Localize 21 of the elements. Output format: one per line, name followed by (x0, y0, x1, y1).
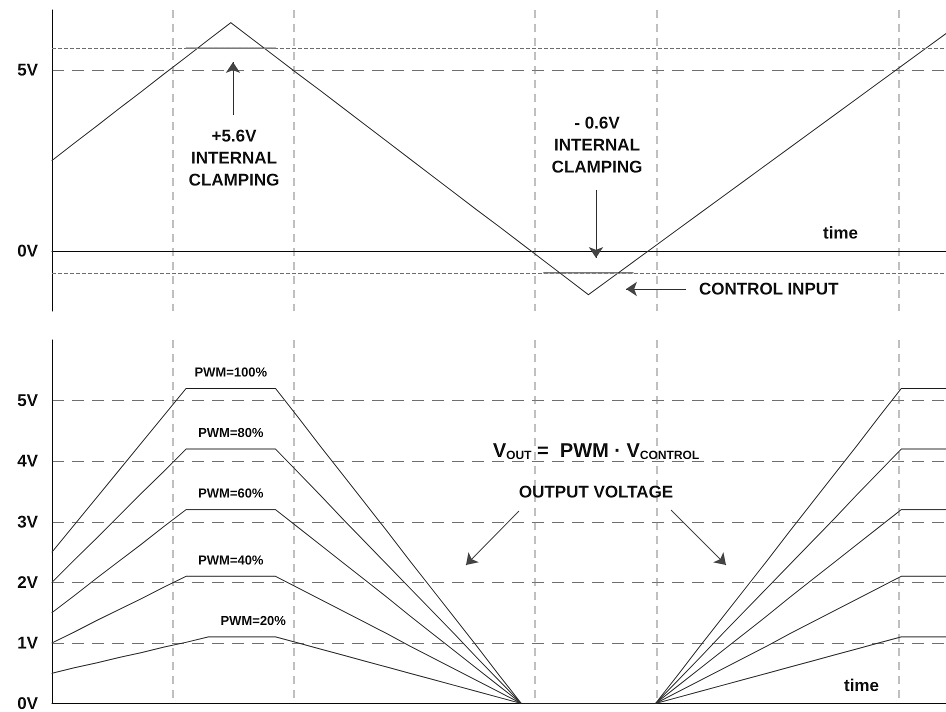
series-label: PWM=40% (198, 552, 264, 568)
series-label: PWM=80% (198, 425, 264, 440)
y-tick-label: 5V (17, 60, 39, 80)
y-tick-label: 3V (17, 512, 39, 532)
y-tick-label: 0V (17, 242, 39, 261)
series-label: PWM=60% (198, 486, 264, 501)
annotation: VOUT = PWM · VCONTROL (492, 440, 700, 462)
annotation: CONTROL INPUT (699, 280, 840, 298)
annotation: +5.6V INTERNAL CLAMPING (188, 126, 280, 190)
y-tick-label: 5V (17, 391, 39, 410)
line-series (52, 22, 946, 296)
x-axis-title: time (844, 676, 879, 695)
annotation: OUTPUT VOLTAGE (518, 482, 674, 502)
series-label: PWM=20% (220, 612, 286, 628)
y-tick-label: 2V (17, 572, 39, 592)
annotation: - 0.6V INTERNAL CLAMPING (552, 114, 642, 176)
x-axis-title: time (823, 224, 858, 243)
y-tick-label: 0V (17, 694, 39, 712)
series-label: PWM=100% (194, 364, 268, 380)
y-tick-label: 4V (17, 452, 39, 471)
y-tick-label: 1V (17, 633, 39, 652)
